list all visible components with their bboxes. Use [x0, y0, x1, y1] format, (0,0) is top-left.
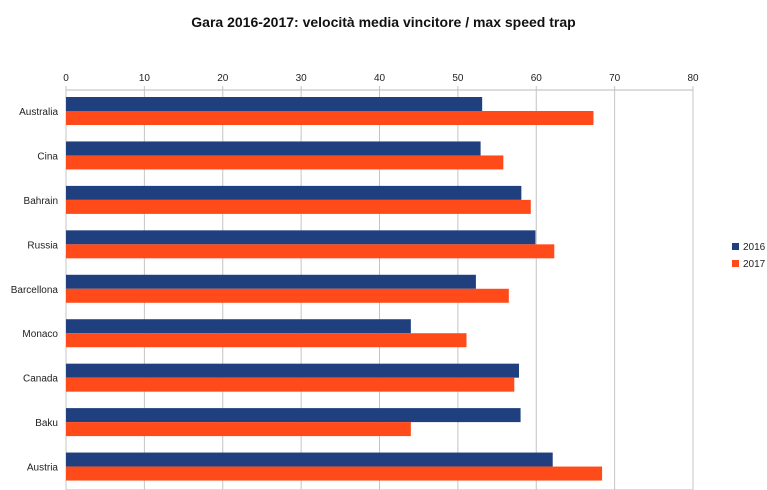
bar-2016-russia — [66, 230, 536, 245]
x-tick-label: 10 — [139, 73, 151, 84]
x-tick-label: 20 — [217, 73, 229, 84]
legend-label-2017: 2017 — [743, 259, 766, 270]
bar-2017-austria — [66, 466, 603, 481]
bar-2016-barcellona — [66, 274, 476, 289]
x-tick-label: 40 — [374, 73, 386, 84]
y-tick-label: Canada — [23, 374, 58, 385]
bars — [66, 97, 603, 481]
y-tick-label: Bahrain — [24, 196, 58, 207]
bar-2017-baku — [66, 422, 411, 437]
bar-2017-cina — [66, 155, 504, 170]
bar-2016-austria — [66, 452, 553, 467]
y-axis-ticks: Australia Cina Bahrain Russia Barcellona Mona… — [11, 107, 59, 474]
bar-2016-bahrain — [66, 185, 522, 200]
chart-title: Gara 2016-2017: velocità media vincitore… — [191, 14, 576, 30]
legend-label-2016: 2016 — [743, 242, 766, 253]
y-tick-label: Australia — [19, 107, 58, 118]
y-tick-label: Russia — [27, 240, 58, 251]
bar-2017-australia — [66, 111, 594, 125]
bar-2017-canada — [66, 377, 515, 392]
bar-2017-barcellona — [66, 288, 509, 303]
bar-2016-canada — [66, 363, 520, 378]
x-tick-label: 60 — [531, 73, 543, 84]
x-tick-label: 0 — [63, 73, 69, 84]
bar-2017-russia — [66, 244, 555, 259]
bar-2016-australia — [66, 97, 483, 111]
x-tick-label: 70 — [609, 73, 621, 84]
legend-swatch-2017 — [732, 260, 739, 267]
y-tick-label: Monaco — [22, 329, 58, 340]
y-tick-label: Cina — [37, 151, 58, 162]
bar-2017-monaco — [66, 333, 467, 348]
bar-2016-monaco — [66, 319, 411, 334]
bar-2017-bahrain — [66, 199, 531, 214]
bar-2016-baku — [66, 408, 521, 423]
y-tick-label: Barcellona — [11, 285, 59, 296]
legend-swatch-2016 — [732, 243, 739, 250]
y-tick-label: Austria — [27, 463, 59, 474]
x-tick-label: 50 — [452, 73, 464, 84]
y-tick-label: Baku — [35, 418, 58, 429]
x-tick-label: 30 — [296, 73, 308, 84]
legend: 2016 2017 — [732, 242, 766, 270]
x-tick-label: 80 — [687, 73, 699, 84]
x-axis-ticks: 0 10 20 30 40 50 60 70 80 — [63, 73, 699, 84]
bar-2016-cina — [66, 141, 481, 156]
